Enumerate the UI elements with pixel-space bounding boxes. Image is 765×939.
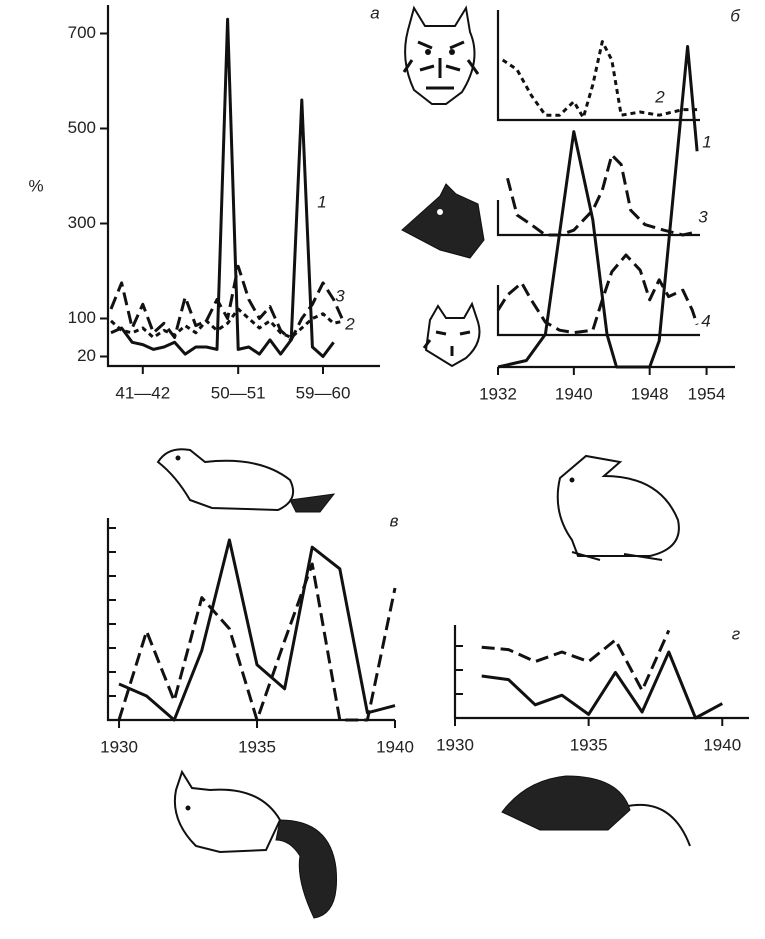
series-line xyxy=(506,153,698,237)
y-tick-label: 100 xyxy=(68,308,96,327)
x-tick-label: 1930 xyxy=(100,737,138,756)
y-axis-label: % xyxy=(28,176,43,195)
series-label: 4 xyxy=(701,311,710,330)
x-tick-label: 1940 xyxy=(376,737,414,756)
sable-illustration xyxy=(401,183,485,259)
y-tick-label: 20 xyxy=(77,346,96,365)
series-line xyxy=(501,40,698,120)
axes xyxy=(106,5,380,368)
x-tick-label: 1930 xyxy=(436,735,474,754)
series-label: 3 xyxy=(335,286,345,305)
x-tick-label: 59—60 xyxy=(296,383,351,402)
fox-illustration xyxy=(422,301,481,368)
axes xyxy=(496,10,735,369)
series-line xyxy=(118,538,396,722)
vole-illustration xyxy=(501,775,691,847)
series-label: 2 xyxy=(344,314,355,333)
series-line xyxy=(481,650,724,720)
x-tick-label: 1940 xyxy=(555,384,593,403)
series-line xyxy=(109,264,346,342)
y-tick-label: 500 xyxy=(68,118,96,137)
series-line xyxy=(109,307,345,339)
panel-label: а xyxy=(370,3,379,22)
series-label: 1 xyxy=(702,132,711,151)
series-line xyxy=(110,17,335,358)
stoat-illustration xyxy=(156,448,336,513)
series-line xyxy=(481,629,671,692)
axes xyxy=(453,625,749,720)
x-tick-label: 1932 xyxy=(479,384,517,403)
x-tick-label: 1935 xyxy=(238,737,276,756)
x-tick-label: 1940 xyxy=(703,735,741,754)
x-tick-label: 41—42 xyxy=(115,383,170,402)
x-tick-label: 50—51 xyxy=(211,383,266,402)
hare-illustration xyxy=(556,454,680,561)
squirrel-illustration xyxy=(173,769,338,919)
lynx-illustration xyxy=(402,5,480,105)
series-line xyxy=(496,253,699,335)
panel-label: в xyxy=(390,511,399,530)
series-line xyxy=(117,562,397,722)
series-label: 1 xyxy=(317,192,326,211)
panel-label: г xyxy=(732,624,740,643)
axes xyxy=(106,518,395,722)
series-label: 3 xyxy=(698,207,708,226)
x-tick-label: 1935 xyxy=(570,735,608,754)
x-tick-label: 1954 xyxy=(688,384,726,403)
y-tick-label: 300 xyxy=(68,213,96,232)
y-tick-label: 700 xyxy=(68,23,96,42)
series-label: 2 xyxy=(654,87,665,106)
series-line xyxy=(497,45,699,369)
panel-label: б xyxy=(730,6,741,25)
x-tick-label: 1948 xyxy=(631,384,669,403)
